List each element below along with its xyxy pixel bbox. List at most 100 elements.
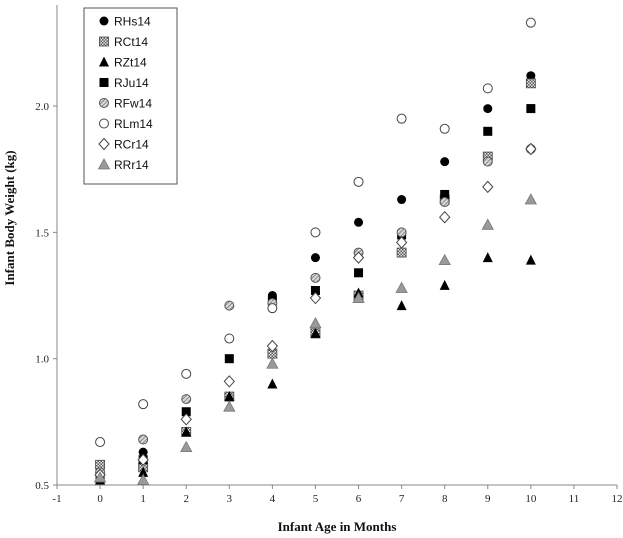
x-tick-label: 8 bbox=[442, 493, 448, 505]
x-tick-label: 5 bbox=[313, 493, 319, 505]
data-point bbox=[223, 375, 235, 388]
data-point bbox=[138, 447, 148, 457]
data-points bbox=[93, 17, 538, 485]
data-point bbox=[223, 400, 236, 412]
x-axis-title: Infant Age in Months bbox=[278, 519, 397, 534]
data-point bbox=[180, 440, 193, 453]
series-RCr14 bbox=[94, 142, 537, 482]
data-point bbox=[526, 104, 536, 114]
data-point bbox=[440, 157, 450, 167]
legend-marker bbox=[99, 78, 109, 87]
data-point bbox=[138, 466, 149, 477]
data-point bbox=[309, 291, 322, 305]
data-point bbox=[482, 180, 494, 194]
y-tick-label: 0.5 bbox=[35, 480, 49, 492]
legend-marker bbox=[99, 56, 109, 67]
legend-marker bbox=[98, 137, 110, 151]
x-tick-label: 4 bbox=[270, 493, 276, 505]
data-point bbox=[224, 354, 234, 364]
axes: -1 0 1 2 3 4 5 6 7 8 9 10 11 120.51.01.52.0 bbox=[35, 5, 623, 505]
x-tick-label: 2 bbox=[183, 493, 189, 505]
data-point bbox=[267, 378, 278, 389]
x-tick-label: -1 bbox=[52, 493, 61, 505]
legend-marker bbox=[99, 98, 109, 108]
data-point bbox=[138, 434, 149, 445]
data-point bbox=[481, 218, 494, 230]
legend-marker bbox=[97, 158, 111, 170]
data-point bbox=[266, 357, 279, 369]
data-point bbox=[439, 197, 450, 208]
data-point bbox=[224, 391, 235, 402]
data-point bbox=[224, 300, 235, 311]
data-point bbox=[439, 123, 450, 134]
series-RRr14 bbox=[93, 193, 538, 485]
data-point bbox=[180, 413, 192, 426]
data-point bbox=[310, 285, 320, 295]
data-point bbox=[137, 453, 149, 466]
data-point bbox=[396, 247, 407, 258]
data-point bbox=[438, 253, 451, 266]
data-point bbox=[395, 236, 408, 249]
data-point bbox=[181, 368, 192, 379]
legend: RHs14 RCt14 RZt14 RJu14 RFw14 RLm14 RCr14 RRr14 bbox=[83, 7, 178, 185]
legend-label: RJu14 bbox=[114, 76, 149, 90]
y-axis-title: Infant Body Weight (kg) bbox=[2, 150, 17, 285]
data-point bbox=[181, 426, 192, 437]
x-tick-label: 6 bbox=[356, 493, 362, 505]
data-point bbox=[525, 17, 536, 28]
data-point bbox=[439, 210, 451, 224]
legend-label: RFw14 bbox=[114, 97, 152, 111]
legend-label: RHs14 bbox=[114, 15, 151, 29]
data-point bbox=[482, 156, 493, 167]
data-point bbox=[181, 407, 191, 417]
data-point bbox=[266, 339, 279, 353]
data-point bbox=[136, 473, 150, 485]
data-point bbox=[440, 189, 450, 199]
data-point bbox=[95, 437, 106, 448]
data-point bbox=[525, 78, 536, 89]
data-point bbox=[524, 193, 538, 205]
data-point bbox=[310, 253, 320, 263]
data-point bbox=[310, 327, 321, 338]
data-point bbox=[352, 291, 365, 303]
legend-marker bbox=[99, 118, 109, 129]
x-tick-label: 7 bbox=[399, 493, 405, 505]
data-point bbox=[354, 217, 364, 227]
series-RFw14 bbox=[95, 144, 536, 478]
data-point bbox=[353, 176, 364, 187]
series-RLm14 bbox=[95, 17, 536, 448]
x-tick-label: 1 bbox=[140, 493, 146, 505]
data-point bbox=[93, 471, 107, 483]
data-point bbox=[482, 252, 493, 263]
x-tick-label: 9 bbox=[485, 493, 491, 505]
data-point bbox=[181, 394, 192, 405]
data-point bbox=[396, 113, 407, 124]
x-tick-label: 12 bbox=[612, 493, 623, 505]
data-point bbox=[224, 333, 235, 344]
data-point bbox=[525, 254, 536, 265]
legend-label: RLm14 bbox=[114, 117, 153, 131]
data-point bbox=[310, 272, 321, 283]
data-point bbox=[354, 268, 364, 278]
x-tick-label: 10 bbox=[525, 493, 537, 505]
data-point bbox=[525, 142, 537, 156]
x-tick-label: 0 bbox=[97, 493, 103, 505]
legend-label: RRr14 bbox=[114, 158, 149, 172]
y-tick-label: 1.0 bbox=[35, 354, 49, 366]
legend-marker bbox=[99, 36, 109, 47]
data-point bbox=[138, 399, 149, 410]
legend-label: RCr14 bbox=[114, 138, 149, 152]
legend-label: RZt14 bbox=[114, 56, 147, 70]
data-point bbox=[267, 303, 278, 314]
data-point bbox=[309, 316, 322, 329]
data-point bbox=[310, 227, 321, 238]
data-point bbox=[396, 300, 407, 311]
data-point bbox=[397, 195, 407, 205]
y-tick-label: 1.5 bbox=[35, 227, 49, 239]
data-point bbox=[352, 251, 365, 264]
data-point bbox=[395, 281, 408, 293]
x-tick-label: 11 bbox=[569, 493, 580, 505]
data-point bbox=[439, 279, 450, 290]
data-point bbox=[396, 227, 407, 238]
